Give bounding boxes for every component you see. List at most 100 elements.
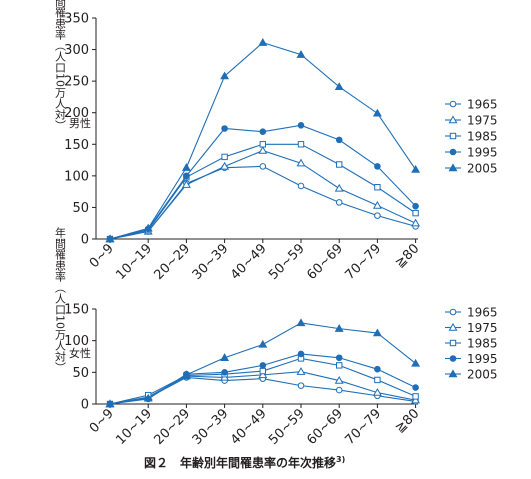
data-point-1985 [221,153,228,161]
legend-label: 1965 [467,306,498,320]
y-tick-label: 150 [64,303,89,318]
data-point-1975 [258,370,268,379]
data-point-1995 [259,362,267,369]
data-point-2005 [181,163,191,171]
data-point-2005 [220,71,230,80]
y-tick-label: 150 [64,138,89,153]
y-tick-label: 0 [81,233,89,248]
data-point-1985 [336,362,343,369]
legend-marker [449,308,457,316]
chart-panel-male: 0 50 100 150 200 250 300 350 0~910~1920~2930~394… [54,0,498,283]
legend-item-1965: 1965 [445,306,498,320]
panel-label: 男性 [69,116,91,130]
data-point-2005 [296,318,306,327]
x-tick-label: 0~9 [87,406,117,436]
data-point-2005 [411,358,421,367]
legend-item-1985: 1985 [445,130,498,144]
legend-item-1975: 1975 [445,114,498,128]
legend-label: 1965 [467,98,498,112]
data-point-2005 [296,50,306,58]
data-point-1985 [259,367,267,375]
x-tick-label: 30~39 [190,241,232,283]
legend-item-2005: 2005 [445,162,498,176]
y-tick-label: 100 [64,169,89,184]
data-point-2005 [372,328,382,337]
y-tick-label: 200 [64,106,89,121]
data-point-1975 [411,395,421,404]
data-point-2005 [334,82,344,91]
series-2005 [105,38,421,243]
x-tick-label: 20~29 [152,241,194,283]
legend-item-1975: 1975 [445,321,498,335]
data-point-2005 [143,223,153,232]
data-point-1995 [335,354,343,362]
legend-label: 1985 [467,337,498,351]
legend-item-1965: 1965 [445,98,498,112]
series-2005 [105,318,421,408]
data-point-1985 [374,376,381,384]
data-point-1975 [296,158,306,167]
data-point-2005 [258,339,268,348]
data-point-1965 [259,163,267,170]
data-point-2005 [181,370,191,379]
data-point-2005 [220,353,230,361]
x-tick-label: 20~29 [152,406,194,448]
legend-label: 2005 [467,162,498,176]
legend-marker [448,115,458,124]
data-point-1975 [220,161,230,170]
legend-label: 1975 [467,321,498,335]
data-point-2005 [334,324,344,332]
legend-marker [449,100,457,108]
data-point-1975 [181,180,191,188]
chart-panel-female: 0501001500~910~1920~2930~3940~4950~5960~… [54,226,498,448]
data-point-1975 [296,367,306,375]
data-point-1975 [372,200,382,209]
panel-label: 女性 [69,346,91,360]
data-point-1975 [334,375,344,384]
data-point-1975 [411,218,421,227]
x-tick-label: 60~69 [304,241,346,283]
x-tick-label: 10~19 [113,406,155,448]
data-point-1985 [297,141,305,148]
data-point-1965 [335,386,343,394]
data-point-1995 [259,128,267,135]
x-tick-label: 10~19 [113,241,155,283]
legend-item-1995: 1995 [445,146,498,160]
x-tick-label: 70~79 [343,406,385,448]
series-1985 [106,141,419,243]
legend-item-1985: 1985 [445,337,498,351]
legend-marker [449,148,457,156]
series-1975 [105,145,421,243]
series-line-2005 [109,42,417,240]
data-point-1975 [258,145,268,154]
data-point-1995 [412,202,419,210]
data-point-1965 [374,212,381,219]
data-point-1985 [412,209,419,217]
x-tick-label: 0~9 [87,241,117,271]
x-tick-label: 40~49 [228,406,270,448]
data-point-1985 [412,393,419,400]
x-tick-label: ≧80 [392,241,422,271]
x-tick-label: 60~69 [304,406,346,448]
data-point-1965 [335,199,343,206]
y-tick-label: 50 [72,366,89,381]
data-point-2005 [372,108,382,117]
series-line-1985 [109,143,416,240]
data-point-1985 [374,184,381,191]
legend-item-2005: 2005 [445,368,498,382]
legend-marker [449,132,457,140]
data-point-1995 [374,365,381,373]
data-point-2005 [411,164,421,173]
legend-label: 1985 [467,130,498,144]
x-tick-label: 70~79 [343,241,385,283]
y-axis-label: 年間罹患率（人口10万人対） [54,0,67,131]
data-point-1975 [334,183,344,192]
legend-label: 1975 [467,114,498,128]
data-point-1965 [297,382,305,389]
data-point-1995 [374,163,381,170]
y-tick-label: 0 [81,398,89,413]
data-point-1995 [297,122,305,129]
data-point-1995 [183,172,190,180]
x-tick-label: 30~39 [190,406,232,448]
x-tick-label: 50~59 [266,241,308,283]
